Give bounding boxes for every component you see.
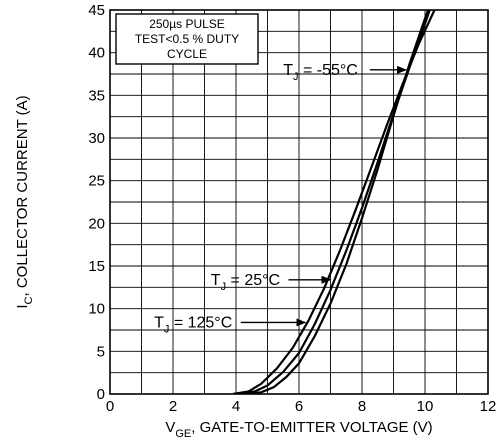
x-tick-label: 10 (417, 398, 434, 415)
y-tick-label: 30 (88, 130, 105, 147)
y-tick-label: 35 (88, 87, 105, 104)
plot-frame (109, 9, 489, 395)
x-tick-label: 0 (106, 398, 114, 415)
series-label-1: TJ = 25°C (211, 272, 280, 293)
y-tick-label: 15 (88, 258, 105, 275)
series-line-2 (232, 10, 436, 394)
legend-line: CYCLE (167, 47, 207, 61)
legend-line: 250µs PULSE (149, 17, 225, 31)
x-axis-title: VGE, GATE-TO-EMITTER VOLTAGE (V) (165, 419, 432, 440)
annotations: TJ = -55°C TJ = 25°C TJ = 125°C (154, 62, 408, 335)
y-tick-label: 5 (97, 343, 105, 360)
legend-frame (115, 13, 259, 65)
x-tick-label: 2 (169, 398, 177, 415)
axis-ticks: 0 2 4 6 8 10 12 0 5 10 15 20 25 30 35 40 45 (88, 2, 496, 415)
x-tick-label: 12 (480, 398, 497, 415)
y-tick-label: 40 (88, 45, 105, 62)
axis-titles: VGE, GATE-TO-EMITTER VOLTAGE (V) IC, COLL… (14, 95, 433, 440)
y-axis-title: IC, COLLECTOR CURRENT (A) (14, 95, 35, 308)
y-tick-label: 25 (88, 173, 105, 190)
legend-line: TEST<0.5 % DUTY (135, 32, 239, 46)
x-tick-label: 6 (295, 398, 303, 415)
y-tick-label: 20 (88, 215, 105, 232)
y-tick-label: 45 (88, 2, 105, 19)
series-label-0: TJ = -55°C (283, 62, 358, 83)
x-tick-label: 4 (232, 398, 240, 415)
x-tick-label: 8 (358, 398, 366, 415)
y-tick-label: 10 (88, 301, 105, 318)
y-tick-label: 0 (97, 386, 105, 403)
series-label-2: TJ = 125°C (154, 314, 232, 335)
